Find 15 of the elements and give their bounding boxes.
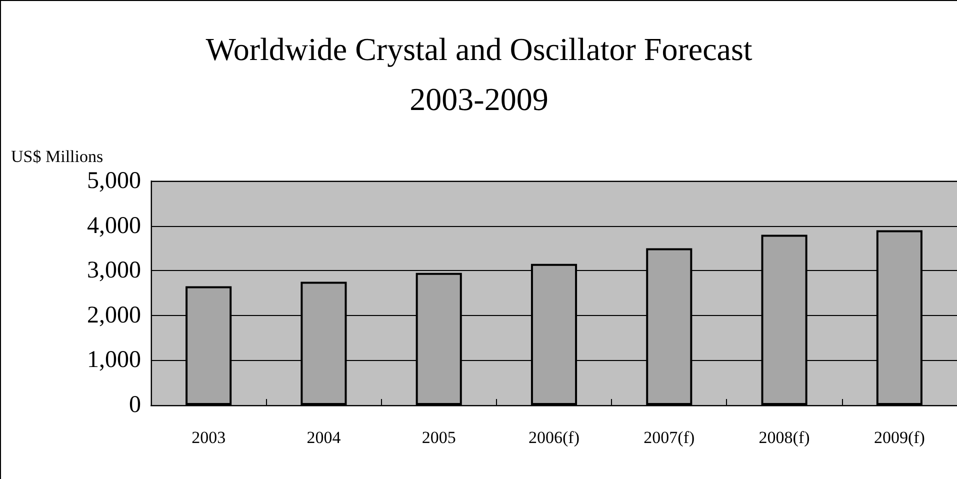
x-tick-label: 2006(f) xyxy=(528,428,580,447)
y-tick-label: 2,000 xyxy=(87,302,141,328)
x-tick-label: 2008(f) xyxy=(758,428,810,447)
x-tick-label: 2007(f) xyxy=(644,428,695,447)
chart-title: Worldwide Crystal and Oscillator Forecast 2003-2009 xyxy=(206,31,752,117)
y-tick-label: 5,000 xyxy=(87,168,141,194)
y-tick-label: 1,000 xyxy=(87,347,141,374)
y-axis-title: US$ Millions xyxy=(11,147,104,166)
y-tick-label: 4,000 xyxy=(87,212,141,239)
y-tick-label: 3,000 xyxy=(87,258,141,284)
x-tick-label: 2004 xyxy=(306,428,342,447)
y-tick-label: 0 xyxy=(129,392,141,418)
x-tick-label: 2009(f) xyxy=(874,428,925,447)
x-tick-label: 2003 xyxy=(192,428,226,447)
x-tick-label: 2005 xyxy=(422,428,456,447)
